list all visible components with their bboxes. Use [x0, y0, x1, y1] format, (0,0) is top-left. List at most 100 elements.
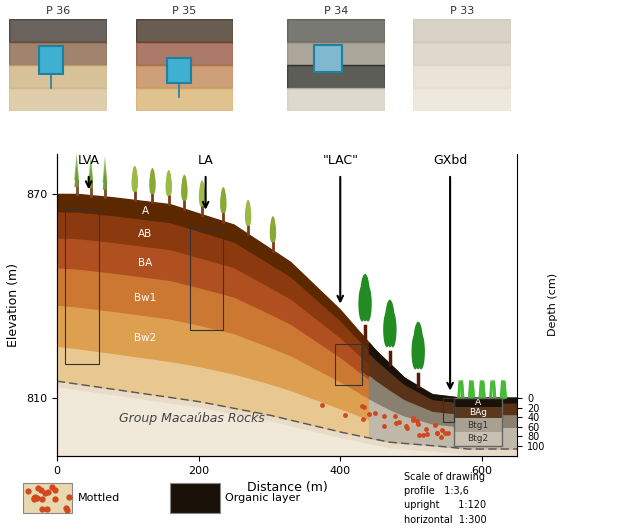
Circle shape [272, 223, 276, 242]
Polygon shape [57, 388, 517, 456]
Circle shape [165, 177, 170, 196]
Circle shape [358, 286, 366, 322]
Circle shape [411, 334, 419, 369]
Polygon shape [57, 348, 403, 443]
Bar [334, 344, 362, 385]
Polygon shape [88, 155, 93, 181]
Text: upright      1:120: upright 1:120 [404, 500, 486, 510]
X-axis label: Distance (m): Distance (m) [247, 481, 327, 494]
Polygon shape [57, 213, 403, 393]
Text: Btg2: Btg2 [467, 435, 488, 444]
Bar [65, 208, 99, 364]
Bar [9, 42, 107, 65]
Bar [314, 45, 342, 72]
Text: "LAC": "LAC" [322, 154, 358, 167]
Bar [9, 19, 107, 42]
Text: A: A [475, 398, 481, 407]
Polygon shape [57, 381, 517, 456]
Circle shape [150, 168, 155, 194]
Circle shape [182, 175, 187, 201]
Bar [413, 19, 511, 42]
Title: P 34: P 34 [324, 6, 348, 16]
Polygon shape [74, 165, 79, 187]
Text: GXbd: GXbd [433, 154, 467, 167]
Text: Btg1: Btg1 [467, 421, 488, 430]
Polygon shape [74, 154, 79, 180]
Title: P 35: P 35 [172, 6, 197, 16]
Circle shape [245, 207, 249, 226]
Title: P 33: P 33 [450, 6, 475, 16]
Y-axis label: Depth (cm): Depth (cm) [548, 273, 558, 337]
Bar [443, 398, 454, 422]
Polygon shape [370, 377, 517, 429]
Bar [413, 88, 511, 111]
Text: Mottled: Mottled [78, 493, 120, 503]
Text: BAg: BAg [469, 408, 487, 417]
Title: P 36: P 36 [46, 6, 71, 16]
Text: Bw2: Bw2 [134, 333, 156, 343]
Bar [23, 483, 72, 513]
Text: horizontal  1:300: horizontal 1:300 [404, 515, 487, 525]
Bar [190, 228, 223, 330]
Circle shape [270, 216, 276, 242]
Circle shape [223, 195, 227, 213]
Polygon shape [57, 269, 403, 417]
Text: Bw1: Bw1 [134, 293, 156, 303]
Circle shape [132, 166, 138, 192]
Text: BA: BA [138, 258, 153, 268]
Circle shape [389, 312, 396, 347]
Circle shape [269, 223, 274, 242]
Circle shape [150, 175, 153, 194]
Text: Scale of drawing: Scale of drawing [404, 472, 485, 482]
Polygon shape [102, 156, 107, 183]
Polygon shape [57, 195, 403, 384]
Y-axis label: Elevation (m): Elevation (m) [8, 263, 20, 347]
Circle shape [151, 175, 156, 194]
Polygon shape [370, 343, 517, 404]
Polygon shape [57, 306, 403, 431]
Circle shape [134, 173, 138, 192]
Bar [454, 432, 502, 446]
Text: LVA: LVA [78, 154, 100, 167]
Circle shape [131, 173, 136, 192]
Circle shape [201, 188, 205, 207]
Bar [287, 19, 385, 42]
Circle shape [166, 170, 172, 196]
Text: Group Macaúbas Rocks: Group Macaúbas Rocks [119, 412, 264, 425]
Bar [9, 65, 107, 88]
Bar [287, 65, 385, 88]
Bar [170, 483, 220, 513]
Text: LA: LA [198, 154, 213, 167]
Bar [136, 88, 233, 111]
Bar [413, 65, 511, 88]
Bar [454, 398, 502, 407]
Circle shape [383, 312, 391, 347]
Text: profile   1:3,6: profile 1:3,6 [404, 486, 469, 496]
Polygon shape [103, 167, 107, 190]
Circle shape [418, 334, 425, 369]
Circle shape [220, 195, 224, 213]
Circle shape [364, 286, 372, 322]
Bar [287, 88, 385, 111]
Circle shape [247, 207, 251, 226]
Bar [9, 88, 107, 111]
Polygon shape [57, 239, 403, 404]
Circle shape [360, 274, 370, 321]
Circle shape [199, 180, 205, 207]
Circle shape [245, 200, 251, 226]
Bar [454, 407, 502, 418]
Bar [167, 57, 191, 83]
Text: A: A [142, 206, 149, 216]
Bar [454, 398, 502, 446]
Circle shape [385, 299, 395, 347]
Bar [136, 19, 233, 42]
Circle shape [221, 187, 226, 213]
Bar [454, 418, 502, 432]
Text: AB: AB [138, 229, 153, 240]
Circle shape [199, 188, 203, 207]
Bar [413, 42, 511, 65]
Text: Organic layer: Organic layer [225, 493, 300, 503]
Circle shape [168, 177, 172, 196]
Circle shape [184, 182, 187, 201]
Polygon shape [362, 334, 517, 416]
